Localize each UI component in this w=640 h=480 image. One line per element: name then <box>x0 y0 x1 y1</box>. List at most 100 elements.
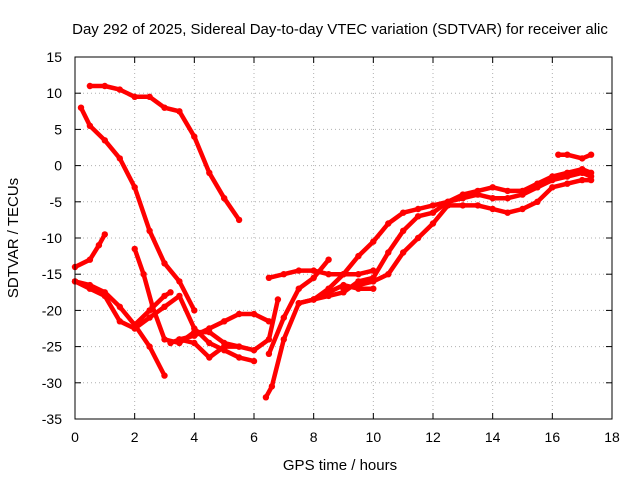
data-point <box>268 383 276 390</box>
data-point <box>385 220 392 227</box>
data-point <box>250 357 258 365</box>
x-tick-label: 18 <box>604 429 620 445</box>
data-point <box>221 318 228 325</box>
y-tick-label: 10 <box>46 85 62 101</box>
data-point <box>549 184 556 191</box>
data-point <box>587 151 595 158</box>
data-point <box>116 155 124 162</box>
data-point <box>310 296 317 303</box>
data-point <box>400 209 407 216</box>
data-point <box>459 202 466 209</box>
data-point <box>101 289 109 296</box>
x-tick-label: 14 <box>485 429 501 445</box>
data-point <box>370 238 377 245</box>
x-tick-label: 8 <box>310 429 318 445</box>
data-point <box>191 339 198 347</box>
data-point <box>325 292 332 300</box>
data-point <box>176 336 183 343</box>
y-tick-label: -20 <box>42 302 62 318</box>
y-tick-label: -30 <box>42 375 62 391</box>
data-point <box>77 104 85 111</box>
data-point <box>167 339 174 347</box>
y-tick-label: 5 <box>54 121 62 137</box>
data-point <box>325 285 332 292</box>
data-point <box>206 339 213 347</box>
data-point <box>325 256 332 263</box>
data-point <box>161 303 168 310</box>
data-point <box>310 267 317 274</box>
chart-title: Day 292 of 2025, Sidereal Day-to-day VTE… <box>72 21 608 38</box>
data-point <box>370 285 377 292</box>
data-point <box>101 137 109 144</box>
data-point <box>429 202 437 209</box>
data-point <box>116 86 124 93</box>
data-point <box>504 187 511 195</box>
data-point <box>235 216 243 224</box>
y-tick-label: 0 <box>54 158 62 174</box>
data-point <box>176 292 183 300</box>
x-axis-label: GPS time / hours <box>283 457 397 474</box>
data-point <box>191 133 198 140</box>
data-point <box>579 166 586 173</box>
data-point <box>116 318 124 325</box>
data-point <box>579 155 586 162</box>
data-point <box>221 343 228 350</box>
data-point <box>534 198 541 205</box>
data-point <box>355 281 362 289</box>
data-point <box>519 187 526 195</box>
x-tick-label: 12 <box>425 429 441 445</box>
data-point <box>414 205 422 213</box>
data-point <box>295 285 302 292</box>
data-point <box>86 122 94 129</box>
data-point <box>250 347 258 354</box>
y-tick-label: -5 <box>50 194 63 210</box>
data-point <box>504 209 511 216</box>
data-point <box>191 332 198 339</box>
data-point <box>504 195 511 202</box>
data-point <box>355 271 362 278</box>
data-point <box>265 336 273 343</box>
data-point <box>206 354 213 361</box>
data-point <box>564 151 571 158</box>
series-line-7 <box>132 290 173 328</box>
data-point <box>86 82 94 90</box>
data-point <box>101 231 109 238</box>
data-point <box>86 256 94 263</box>
data-point <box>587 176 595 184</box>
data-point <box>489 195 496 202</box>
data-point <box>161 372 168 379</box>
y-tick-label: -35 <box>42 411 62 427</box>
data-point <box>385 271 392 278</box>
data-point <box>131 184 138 191</box>
data-point <box>161 260 168 267</box>
data-point <box>167 289 174 296</box>
data-point <box>161 104 168 111</box>
x-tick-label: 0 <box>71 429 79 445</box>
data-point <box>555 151 562 158</box>
y-tick-label: -25 <box>42 339 62 355</box>
series-layer <box>71 82 595 401</box>
data-point <box>459 191 466 198</box>
data-point <box>86 281 94 289</box>
data-point <box>235 343 243 350</box>
series-line-3 <box>72 232 108 270</box>
data-point <box>146 227 153 234</box>
data-point <box>564 180 571 187</box>
data-point <box>429 220 437 227</box>
data-point <box>534 180 541 187</box>
data-point <box>400 227 407 234</box>
y-tick-label: -10 <box>42 230 62 246</box>
data-point <box>161 336 168 343</box>
data-point <box>280 336 287 343</box>
data-point <box>549 173 556 180</box>
data-point <box>265 350 273 357</box>
data-point <box>176 278 183 285</box>
series-line-16 <box>556 152 594 161</box>
data-point <box>385 249 392 256</box>
x-tick-label: 16 <box>545 429 561 445</box>
data-point <box>101 82 109 90</box>
data-point <box>235 354 243 361</box>
data-point <box>340 285 347 292</box>
